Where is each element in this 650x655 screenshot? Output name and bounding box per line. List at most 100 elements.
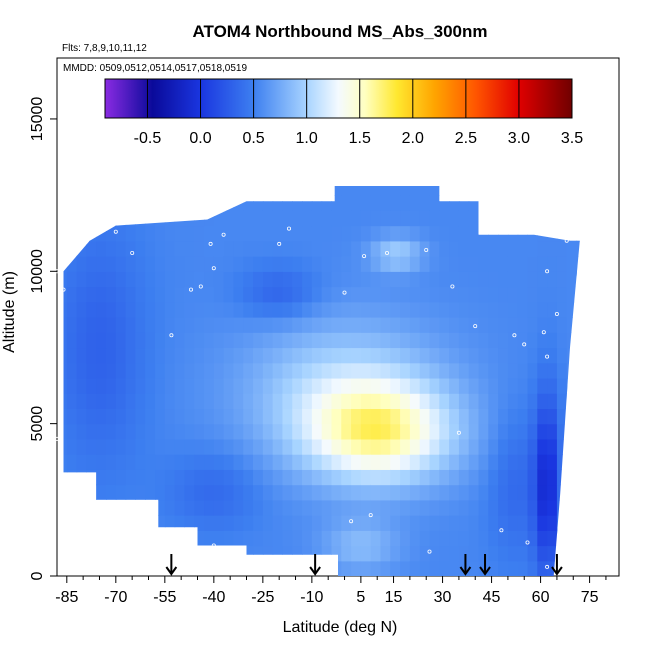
field-cell: [468, 256, 480, 272]
field-cell: [174, 545, 186, 562]
field-cell: [223, 469, 235, 486]
field-cell: [125, 377, 137, 394]
field-cell: [292, 301, 303, 318]
field-cell: [194, 377, 205, 394]
field-cell: [125, 545, 137, 562]
field-cell: [616, 347, 626, 363]
field-cell: [115, 499, 127, 516]
field-cell: [106, 347, 117, 364]
field-cell: [410, 165, 420, 181]
field-cell: [223, 515, 235, 531]
field-cell: [253, 240, 264, 257]
field-cell: [370, 545, 382, 562]
field-cell: [351, 484, 362, 501]
field-cell: [135, 393, 146, 410]
field-cell: [243, 256, 254, 272]
field-cell: [272, 240, 284, 257]
field-cell: [380, 438, 391, 455]
field-cell: [311, 195, 323, 211]
field-cell: [321, 195, 333, 211]
field-cell: [96, 240, 107, 257]
field-cell: [223, 301, 235, 318]
field-cell: [106, 186, 117, 196]
field-cell: [106, 286, 117, 303]
field-cell: [76, 225, 87, 242]
field-cell: [174, 240, 186, 257]
field-cell: [547, 317, 558, 333]
field-cell: [66, 317, 78, 333]
field-cell: [400, 347, 411, 364]
field-cell: [586, 393, 596, 409]
field-cell: [292, 469, 303, 486]
sample-point: [525, 540, 530, 545]
field-cell: [439, 545, 450, 562]
field-cell: [488, 484, 499, 501]
field-cell: [586, 332, 596, 348]
field-cell: [213, 256, 225, 272]
sample-point: [545, 564, 550, 569]
field-cell: [312, 165, 322, 181]
field-cell: [243, 454, 254, 470]
field-cell: [468, 210, 480, 227]
field-cell: [213, 210, 225, 227]
field-cell: [370, 271, 382, 288]
field-cell: [86, 195, 97, 211]
field-cell: [204, 210, 215, 227]
field-cell: [194, 423, 205, 440]
field-cell: [586, 363, 596, 379]
field-cell: [273, 165, 283, 181]
field-cell: [409, 286, 421, 303]
sample-point: [342, 290, 347, 295]
field-cell: [576, 301, 580, 318]
field-cell: [527, 286, 538, 303]
field-cell: [243, 438, 254, 455]
field-cell: [360, 286, 372, 303]
field-cell: [155, 271, 166, 288]
colorbar-tick-label: 2.0: [402, 130, 424, 147]
field-cell: [380, 423, 391, 440]
field-cell: [586, 530, 596, 546]
field-cell: [586, 302, 596, 318]
field-cell: [302, 393, 313, 410]
field-cell: [576, 423, 580, 440]
field-cell: [135, 256, 146, 272]
field-cell: [547, 271, 558, 288]
field-cell: [586, 439, 596, 455]
field-cell: [458, 195, 470, 211]
field-cell: [439, 377, 450, 394]
field-cell: [596, 485, 606, 501]
field-cell: [125, 301, 137, 318]
field-cell: [321, 240, 333, 257]
field-cell: [596, 180, 606, 196]
field-cell: [145, 438, 156, 455]
field-cell: [380, 286, 391, 303]
field-cell: [606, 347, 616, 363]
field-cell: [292, 362, 303, 379]
field-cell: [380, 377, 391, 394]
field-cell: [243, 286, 254, 303]
field-cell: [331, 454, 342, 470]
field-cell: [302, 271, 313, 288]
field-cell: [233, 454, 244, 470]
field-cell: [223, 195, 235, 211]
sample-point: [424, 247, 429, 252]
field-cell: [380, 186, 391, 196]
field-cell: [507, 469, 519, 486]
field-cell: [66, 256, 78, 272]
field-cell: [86, 469, 97, 486]
field-cell: [439, 225, 450, 242]
field-cell: [547, 362, 558, 379]
field-cell: [272, 484, 284, 501]
colorbar-tick-label: 0.0: [189, 130, 211, 147]
field-cell: [86, 225, 97, 242]
field-cell: [419, 195, 431, 211]
field-cell: [164, 301, 176, 318]
field-cell: [537, 408, 548, 425]
field-cell: [135, 271, 146, 288]
field-cell: [400, 271, 411, 288]
field-cell: [213, 362, 225, 379]
field-cell: [135, 362, 146, 379]
field-cell: [63, 186, 68, 196]
field-cell: [606, 195, 616, 211]
field-cell: [596, 515, 606, 531]
